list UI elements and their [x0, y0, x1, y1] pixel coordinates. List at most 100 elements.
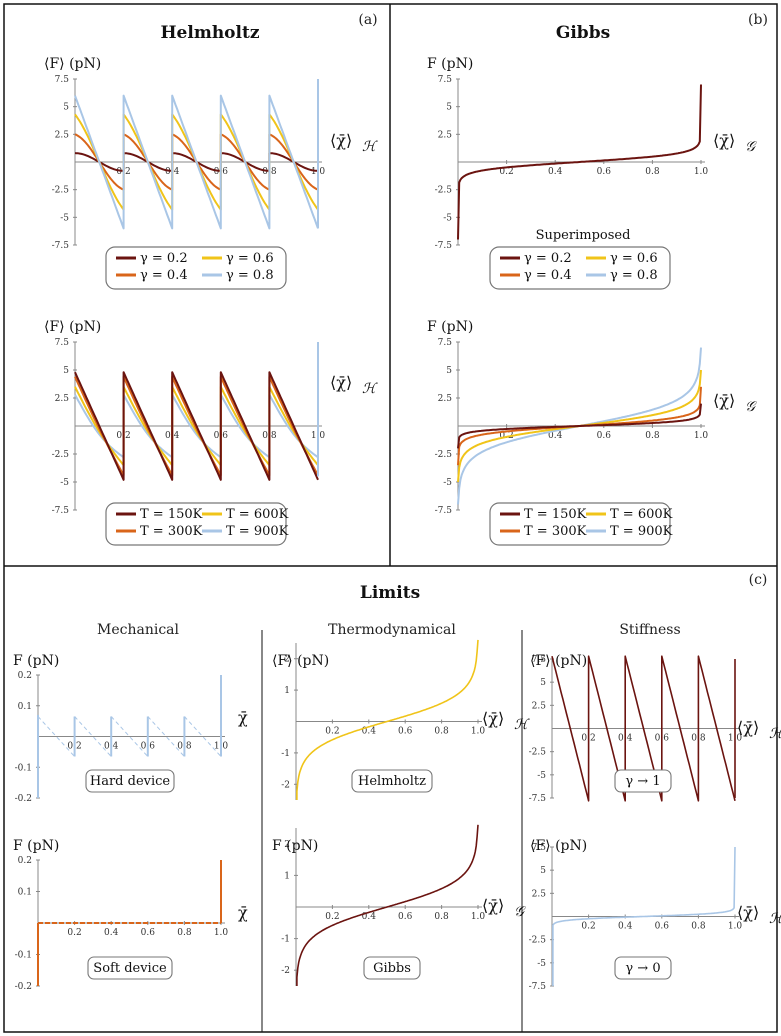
y-axis-label: F (pN) — [13, 653, 59, 669]
y-tick-label: -2.5 — [52, 186, 70, 196]
caption-gamma0-box — [614, 956, 672, 980]
x-axis-label: χ̄ — [238, 708, 248, 727]
x-axis-label-subscript: 𝒢 — [745, 139, 757, 155]
legend-a2-label: T = 300K — [140, 524, 203, 539]
y-tick-label: -2 — [281, 966, 290, 976]
legend-b2-label: T = 300K — [524, 524, 587, 539]
x-tick-label: 1.0 — [728, 922, 743, 932]
x-tick-label: 0.8 — [691, 922, 706, 932]
y-tick-label: 5 — [446, 103, 452, 113]
legend-a1-label: γ = 0.6 — [226, 251, 274, 266]
y-tick-label: -7.5 — [435, 241, 453, 251]
x-axis-label: ⟨χ̄⟩ — [713, 131, 735, 150]
y-tick-label: 2.5 — [55, 394, 70, 404]
y-tick-label: -5 — [60, 478, 69, 488]
y-tick-label: 5 — [540, 678, 546, 688]
panel-c-mechanical: Mechanical — [97, 622, 180, 638]
y-axis-label: ⟨F⟩ (pN) — [530, 838, 587, 854]
y-tick-label: -7.5 — [529, 982, 547, 992]
y-tick-label: 7.5 — [532, 655, 547, 665]
x-axis-label-subscript: ℋ — [769, 911, 781, 927]
y-tick-label: -0.1 — [15, 763, 32, 773]
x-axis-label-subscript: ℋ — [362, 139, 378, 155]
x-axis-label: ⟨χ̄⟩ — [737, 903, 759, 922]
x-tick-label: 0.2 — [581, 922, 595, 932]
x-axis-label: ⟨χ̄⟩ — [737, 718, 759, 737]
y-axis-label: ⟨F⟩ (pN) — [44, 56, 101, 72]
x-axis-label-subscript: ℋ — [769, 726, 781, 742]
y-tick-label: 2.5 — [438, 394, 453, 404]
y-axis-label: F (pN) — [272, 838, 318, 854]
y-tick-label: -5 — [537, 959, 546, 969]
legend-b1-label: γ = 0.4 — [524, 268, 572, 283]
y-tick-label: -7.5 — [52, 506, 70, 516]
legend-b1-label: γ = 0.6 — [610, 251, 658, 266]
y-tick-label: 7.5 — [55, 75, 70, 85]
plot-c5: 0.20.40.60.81.07.552.5-2.5-5-7.5⟨F⟩ (pN)… — [529, 653, 781, 804]
legend-a2-label: T = 600K — [226, 507, 289, 522]
panel-c-stiffness: Stiffness — [619, 622, 680, 638]
y-tick-label: -5 — [443, 213, 452, 223]
y-tick-label: -5 — [60, 213, 69, 223]
y-tick-label: -5 — [537, 771, 546, 781]
series-line-0 — [457, 403, 702, 449]
x-tick-label: 1.0 — [214, 928, 229, 938]
legend-b1-label: γ = 0.2 — [524, 251, 572, 266]
y-tick-label: 2.5 — [532, 889, 547, 899]
series-line-0 — [74, 371, 319, 481]
legend-a1-label: γ = 0.8 — [226, 268, 274, 283]
y-tick-label: 1 — [284, 871, 290, 881]
plot-c3: 0.2 0.4 0.6 0.8 1.0 2 1 -1 -2 ⟨F⟩ (pN) ⟨χ̄⟩ ℋ — [272, 639, 530, 800]
legend-a1-label: γ = 0.4 — [140, 268, 188, 283]
y-tick-label: 7.5 — [438, 75, 453, 85]
legend-b1-label: γ = 0.8 — [610, 268, 658, 283]
plot-a1: 0.20.40.60.81.07.552.5-2.5-5-7.5⟨F⟩ (pN)… — [44, 56, 378, 251]
x-tick-label: 0.2 — [499, 167, 513, 177]
plot-c6: 0.2 0.4 0.6 0.8 1.0 7.5 5 2.5 -2.5 -5 -7.5 ⟨F⟩ (pN)… — [529, 838, 781, 992]
x-tick-label: 1.0 — [694, 167, 709, 177]
y-tick-label: -7.5 — [529, 794, 547, 804]
legend-b1-box — [489, 246, 671, 290]
legend-a2-label: T = 150K — [140, 507, 203, 522]
x-axis-label-subscript: ℋ — [514, 717, 530, 733]
x-tick-label: 0.8 — [177, 928, 192, 938]
caption-gibbs-box — [363, 956, 421, 980]
legend-a2-label: T = 900K — [226, 524, 289, 539]
superimposed-note: Superimposed — [536, 228, 631, 243]
x-tick-label: 0.4 — [362, 727, 377, 737]
x-axis-label: ⟨χ̄⟩ — [482, 896, 504, 915]
panel-a-tag: (a) — [358, 12, 377, 28]
x-tick-label: 0.8 — [645, 167, 660, 177]
y-axis-label: ⟨F⟩ (pN) — [530, 653, 587, 669]
panel-c-thermo: Thermodynamical — [328, 622, 456, 638]
y-tick-label: -1 — [281, 749, 290, 759]
caption-helmholtz-box — [351, 769, 433, 793]
legend-b2-label: T = 150K — [524, 507, 587, 522]
y-tick-label: 0.1 — [18, 702, 32, 712]
x-tick-label: 0.6 — [597, 167, 612, 177]
series-line-2 — [74, 385, 319, 467]
panel-b-tag: (b) — [748, 12, 768, 28]
x-tick-label: 0.8 — [434, 727, 449, 737]
panel-c-tag: (c) — [749, 572, 768, 588]
y-tick-label: -0.1 — [15, 951, 32, 961]
x-tick-label: 1.0 — [471, 727, 486, 737]
x-tick-label: 0.8 — [434, 912, 449, 922]
x-axis-label: ⟨χ̄⟩ — [330, 131, 352, 150]
x-axis-label: ⟨χ̄⟩ — [330, 373, 352, 392]
y-axis-label: F (pN) — [427, 319, 473, 335]
legend-a2-box — [105, 502, 287, 546]
y-tick-label: 7.5 — [532, 843, 547, 853]
x-tick-label: 0.4 — [548, 167, 563, 177]
y-tick-label: 2.5 — [532, 701, 547, 711]
caption-gamma1-text: γ → 1 — [625, 774, 660, 789]
x-tick-label: 0.4 — [104, 928, 119, 938]
y-tick-label: 2.5 — [438, 130, 453, 140]
caption-soft-box — [87, 956, 173, 980]
x-tick-label: 0.4 — [362, 912, 377, 922]
y-tick-label: -2 — [281, 780, 290, 790]
y-tick-label: 2 — [284, 840, 290, 850]
x-tick-label: 0.6 — [141, 928, 156, 938]
series-line — [296, 824, 479, 986]
